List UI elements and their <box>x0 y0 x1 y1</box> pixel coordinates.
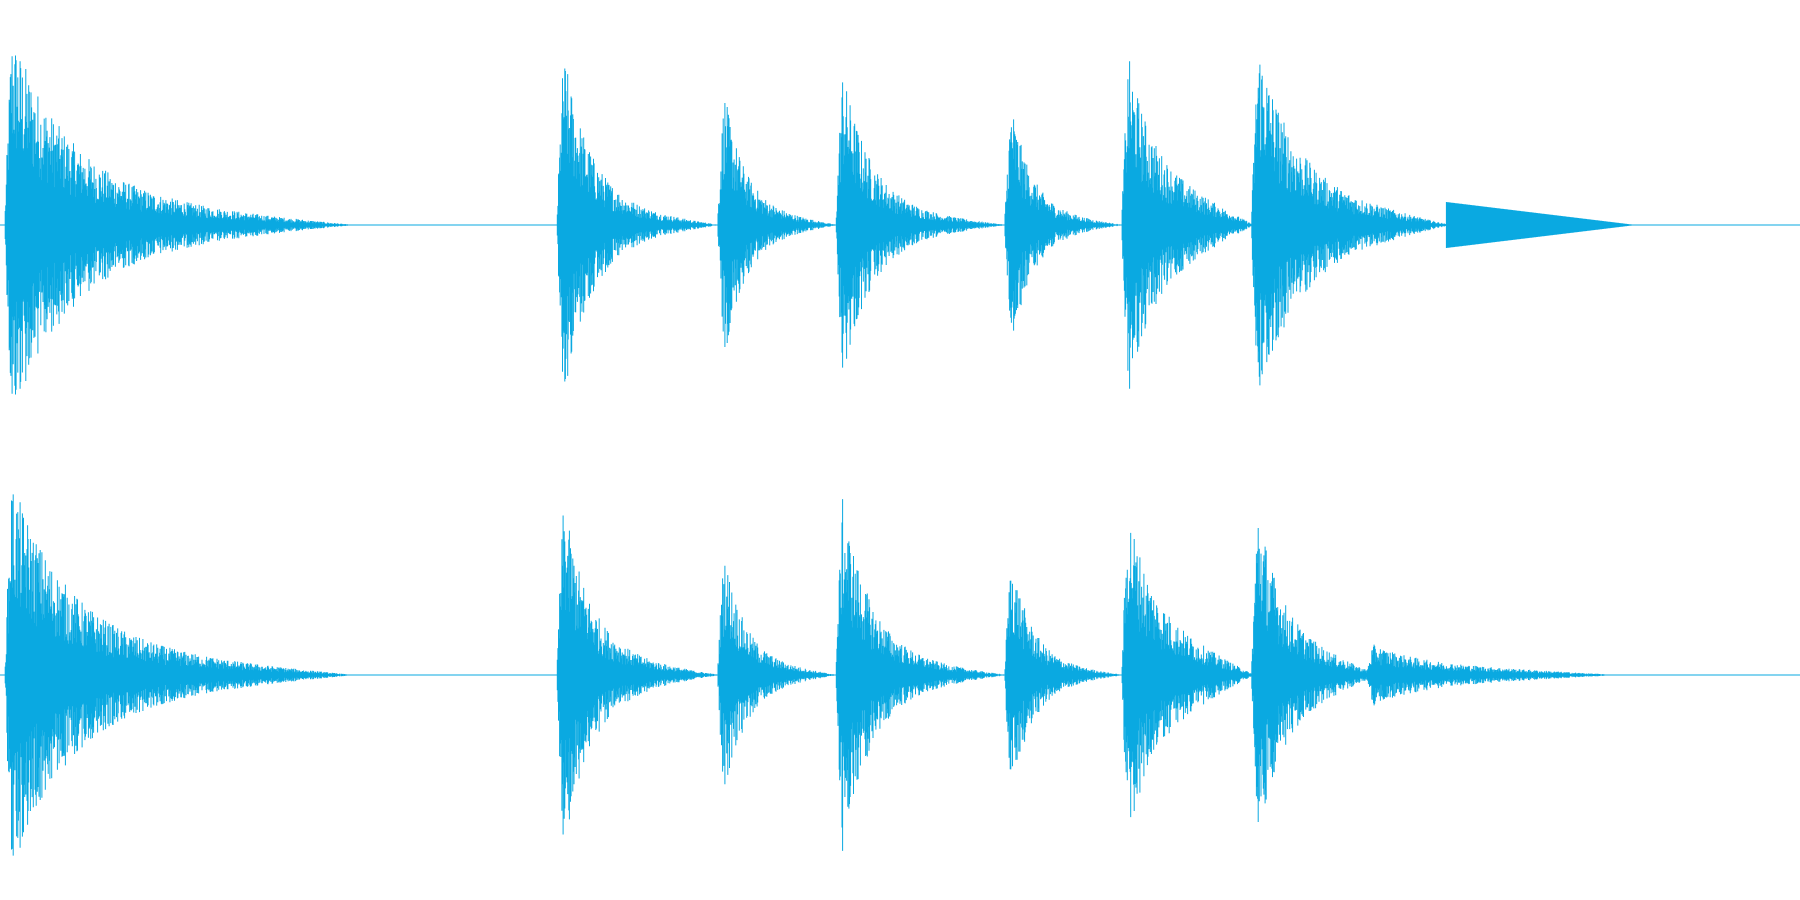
channel-2-waveform <box>4 494 1614 856</box>
channel-1-waveform <box>4 55 1634 395</box>
